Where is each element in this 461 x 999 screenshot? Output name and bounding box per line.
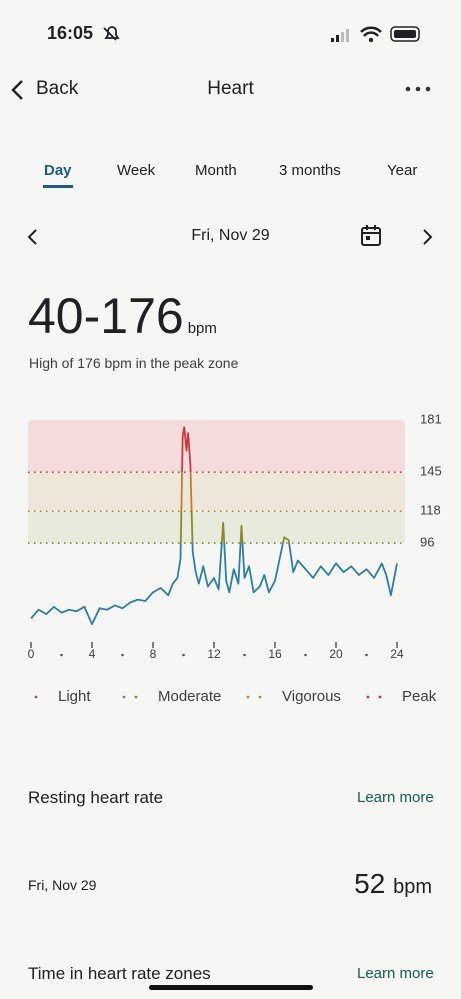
tab[interactable]: 3 months xyxy=(279,162,341,179)
hr-subtitle: High of 176 bpm in the peak zone xyxy=(29,355,239,371)
tab[interactable]: Year xyxy=(387,162,418,179)
legend-label: Moderate xyxy=(158,688,221,705)
x-tick-label: 20 xyxy=(329,647,343,661)
status-icons xyxy=(103,26,420,43)
resting-learn-more[interactable]: Learn more xyxy=(357,789,434,806)
x-minor-dot xyxy=(304,653,307,657)
hr-range: 40-176 bpm xyxy=(28,287,217,345)
x-minor-dot xyxy=(182,653,185,657)
tab[interactable]: Week xyxy=(117,162,156,179)
x-minor-dot xyxy=(60,653,63,657)
back-icon[interactable] xyxy=(8,78,28,102)
resting-value: 52 bpm xyxy=(354,868,432,900)
x-tick-label: 8 xyxy=(150,647,157,661)
y-tick-label: 96 xyxy=(420,535,434,550)
y-tick-label: 145 xyxy=(420,464,442,479)
resting-unit: bpm xyxy=(393,876,432,898)
x-tick-label: 4 xyxy=(89,647,96,661)
x-tick-label: 16 xyxy=(268,647,282,661)
tab[interactable]: Day xyxy=(44,162,72,179)
legend-marker xyxy=(34,695,38,699)
resting-number: 52 xyxy=(354,868,386,899)
calendar-icon[interactable] xyxy=(358,223,384,249)
x-minor-dot xyxy=(365,653,368,657)
legend-label: Peak xyxy=(402,688,437,705)
hr-range-value: 40-176 xyxy=(28,288,184,344)
heart-rate-chart: 96 118 145 181 0 4 8 12 16 20 24 Light Moderate Vigor… xyxy=(28,411,442,705)
resting-date: Fri, Nov 29 xyxy=(28,877,97,893)
zones-title: Time in heart rate zones xyxy=(28,964,211,983)
legend-label: Vigorous xyxy=(282,688,341,705)
zone-band xyxy=(28,420,405,473)
y-tick-label: 181 xyxy=(420,411,442,426)
page-title: Heart xyxy=(207,78,254,99)
back-button[interactable]: Back xyxy=(36,78,79,99)
x-tick-label: 0 xyxy=(28,647,35,661)
legend-marker xyxy=(246,695,250,699)
x-tick-label: 24 xyxy=(390,647,404,661)
status-time: 16:05 xyxy=(47,23,94,43)
zone-band xyxy=(28,472,405,512)
more-menu[interactable] xyxy=(404,82,434,96)
legend-marker xyxy=(366,695,370,699)
legend-label: Light xyxy=(58,688,91,705)
tab[interactable]: Month xyxy=(195,162,237,179)
prev-day[interactable] xyxy=(22,226,42,248)
home-indicator xyxy=(149,985,313,990)
heart-rate-line xyxy=(30,426,398,626)
resting-title: Resting heart rate xyxy=(28,788,164,807)
legend-marker xyxy=(258,695,262,699)
x-minor-dot xyxy=(121,653,124,657)
next-day[interactable] xyxy=(418,226,438,248)
x-tick-label: 12 xyxy=(207,647,221,661)
tab-underline xyxy=(43,185,73,188)
legend-marker xyxy=(378,695,382,699)
zone-band xyxy=(28,511,405,544)
zones-learn-more[interactable]: Learn more xyxy=(357,965,434,982)
legend-marker xyxy=(122,695,126,699)
y-tick-label: 118 xyxy=(420,503,441,518)
x-minor-dot xyxy=(243,653,246,657)
date: Fri, Nov 29 xyxy=(191,227,270,244)
hr-range-unit: bpm xyxy=(187,320,217,337)
legend-marker xyxy=(134,695,138,699)
